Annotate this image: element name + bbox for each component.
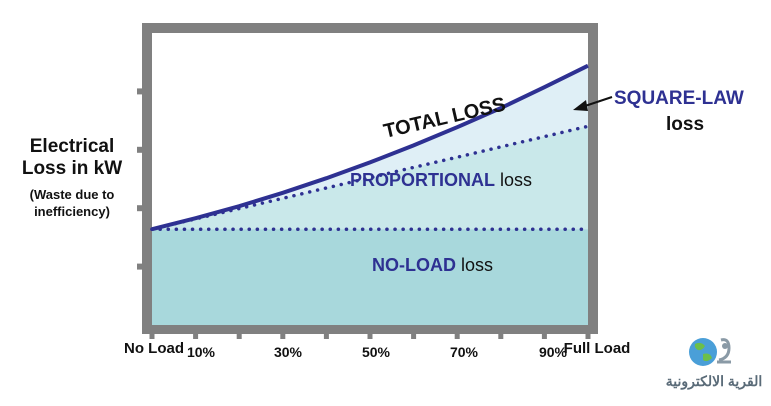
square-law-loss-label: loss [666,114,705,135]
logo-text: القرية الالكترونية [665,373,763,389]
x-tick-label: 70% [449,344,479,360]
x-tick-mark [411,334,417,339]
y-tick-mark [137,88,142,95]
x-tick-mark [323,334,329,339]
x-tick-mark [367,334,373,339]
globe-logo-icon [689,338,731,366]
proportional-label-suffix: loss [495,170,533,190]
x-tick-label: 30% [273,344,303,360]
x-tick-mark [498,334,504,339]
x-tick-mark [193,334,199,339]
x-label-no-load: No Load [124,340,184,357]
y-axis-note: (Waste due to inefficiency) [29,187,115,219]
y-tick-mark [137,146,142,153]
proportional-label-name: PROPORTIONAL [350,170,496,190]
no-load-label-name: NO-LOAD [372,255,456,275]
y-tick-mark [137,205,142,212]
x-tick-label: 50% [361,344,391,360]
total-loss-line [151,63,589,232]
x-tick-label: 10% [186,344,216,360]
x-tick-mark [454,334,460,339]
x-tick-mark [236,334,242,339]
no-load-area [152,229,588,325]
proportional-area [152,126,588,230]
x-tick-label: 90% [538,344,568,360]
square-law-arrow [573,96,613,111]
x-tick-mark [280,334,286,339]
no-load-label: NO-LOAD loss [372,255,493,276]
square-law-label: SQUARE-LAW [614,88,744,109]
x-tick-mark [541,334,547,339]
x-tick-mark [585,334,591,339]
y-tick-mark [137,263,142,270]
x-label-full-load: Full Load [563,340,631,357]
no-load-label-suffix: loss [456,255,494,275]
proportional-label: PROPORTIONAL loss [350,170,532,191]
x-tick-mark [149,334,155,339]
y-axis-label: Electrical Loss in kW [21,136,123,179]
